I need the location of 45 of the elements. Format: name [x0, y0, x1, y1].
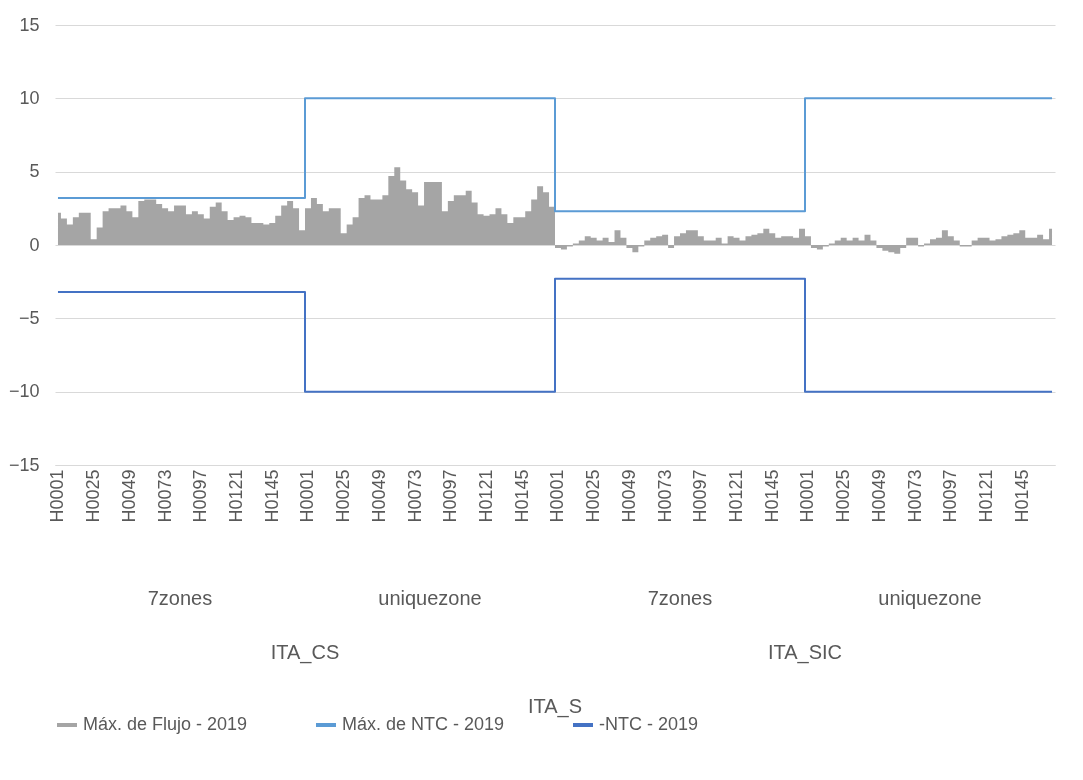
x-tick-label: H0097	[440, 469, 461, 523]
x-tick-label: H0121	[976, 469, 997, 523]
x-tick-label: H0073	[404, 469, 425, 523]
x-tick-label: H0025	[333, 469, 354, 523]
x-tick-label: H0025	[833, 469, 854, 523]
x-tick-label: H0073	[904, 469, 925, 523]
y-tick-label: 10	[19, 87, 40, 108]
x-tick-label: H0001	[797, 469, 818, 523]
text: uniquezone	[878, 587, 982, 609]
x-tick-label: H0145	[261, 469, 282, 523]
x-tick-label: H0121	[726, 469, 747, 523]
x-tick-label: H0025	[83, 469, 104, 523]
x-tick-label: H0049	[618, 469, 639, 523]
x-tick-label: H0001	[47, 469, 68, 523]
text: ITA_S	[527, 695, 583, 718]
text: uniquezone	[378, 587, 482, 609]
x-tick-label: H0073	[654, 469, 675, 523]
text: ITA_SIC	[767, 641, 843, 664]
x-tick-label: H0121	[476, 469, 497, 523]
legend-label: Máx. de NTC - 2019	[342, 714, 505, 734]
text: ITA_CS	[270, 641, 340, 664]
y-tick-label: 0	[29, 234, 40, 255]
text: 7zones	[647, 587, 713, 609]
x-tick-label: H0073	[154, 469, 175, 523]
y-tick-label: 5	[29, 161, 40, 182]
x-tick-label: H0001	[297, 469, 318, 523]
x-tick-label: H0097	[190, 469, 211, 523]
y-tick-label: 15	[19, 14, 40, 35]
legend-label: Máx. de Flujo - 2019	[83, 714, 248, 734]
x-tick-label: H0025	[583, 469, 604, 523]
y-tick-label: −10	[8, 381, 40, 402]
x-tick-label: H0049	[368, 469, 389, 523]
x-tick-label: H0121	[226, 469, 247, 523]
x-tick-label: H0001	[547, 469, 568, 523]
y-tick-label: −15	[8, 454, 40, 475]
x-tick-label: H0145	[761, 469, 782, 523]
x-tick-label: H0049	[118, 469, 139, 523]
x-tick-label: H0049	[868, 469, 889, 523]
y-tick-label: −5	[18, 307, 40, 328]
x-tick-label: H0145	[1011, 469, 1032, 523]
text: 7zones	[147, 587, 213, 609]
x-tick-label: H0097	[690, 469, 711, 523]
x-tick-label: H0097	[940, 469, 961, 523]
legend-label: -NTC - 2019	[599, 714, 699, 734]
x-tick-label: H0145	[511, 469, 532, 523]
